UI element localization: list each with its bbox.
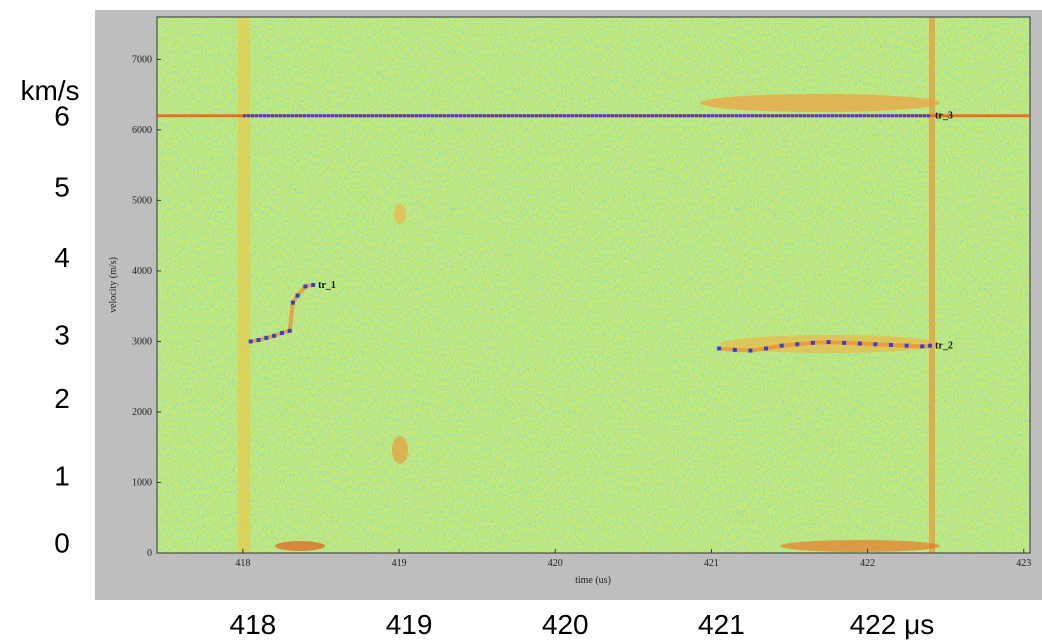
y-tick-label: 2000 [132,407,152,418]
track-point [290,300,295,305]
overlay-y-label: 1 [54,460,70,491]
track-label: tr_2 [935,341,953,352]
track-point [264,335,269,340]
blob [780,540,940,552]
blob [394,204,406,224]
overlay-y-label: 6 [54,101,70,132]
track-point [256,338,261,343]
y-tick-label: 5000 [132,195,152,206]
track-point [889,342,894,347]
track-point [928,343,933,348]
y-tick-label: 3000 [132,336,152,347]
track-point [272,333,277,338]
track-point [295,293,300,298]
blob [392,436,408,464]
track-point [810,340,815,345]
streak [238,17,250,553]
y-tick-label: 4000 [132,266,152,277]
x-axis-label: time (us) [575,575,611,586]
x-tick-label: 421 [704,558,719,569]
overlay-y-label: 4 [54,242,70,273]
overlay-y-label: 3 [54,319,70,350]
y-tick-label: 0 [147,548,152,559]
track-point [904,343,909,348]
x-tick-label: 423 [1016,558,1031,569]
track-point [826,340,831,345]
track-point [842,340,847,345]
track-line [250,283,314,344]
track-point [779,343,784,348]
track-point [303,284,308,289]
overlay-x-label: 421 [698,609,745,640]
overlay-y-label: 5 [54,171,70,202]
overlay-y-label: 0 [54,527,70,558]
track-point [857,341,862,346]
blob [275,541,325,551]
track-point [764,346,769,351]
y-tick-label: 1000 [132,477,152,488]
y-axis-label: velocity (m/s) [108,257,119,313]
track-point [748,348,753,353]
track-point [795,342,800,347]
overlay-y-label: 2 [54,383,70,414]
y-tick-label: 6000 [132,125,152,136]
track-point [287,328,292,333]
y-tick-label: 7000 [132,54,152,65]
streak [929,17,935,553]
x-tick-label: 418 [235,558,250,569]
track-point [920,344,925,349]
track-point [279,330,284,335]
plot-frame [156,16,1031,554]
track-point [717,346,722,351]
x-tick-label: 422 [860,558,875,569]
overlay-x-label: 422 μs [850,609,935,640]
track-point [248,339,253,344]
blob [700,94,940,112]
track-point [873,342,878,347]
track-label: tr_1 [318,280,336,291]
x-tick-label: 419 [392,558,407,569]
overlay-x-label: 420 [542,609,589,640]
track-point [732,347,737,352]
overlay-unit: km/s [20,75,79,106]
x-tick-label: 420 [548,558,563,569]
overlay-x-label: 419 [386,609,433,640]
track-point [311,283,316,287]
track-label: tr_3 [935,111,953,122]
spectrogram [157,17,1030,553]
overlay-x-label: 418 [230,609,277,640]
